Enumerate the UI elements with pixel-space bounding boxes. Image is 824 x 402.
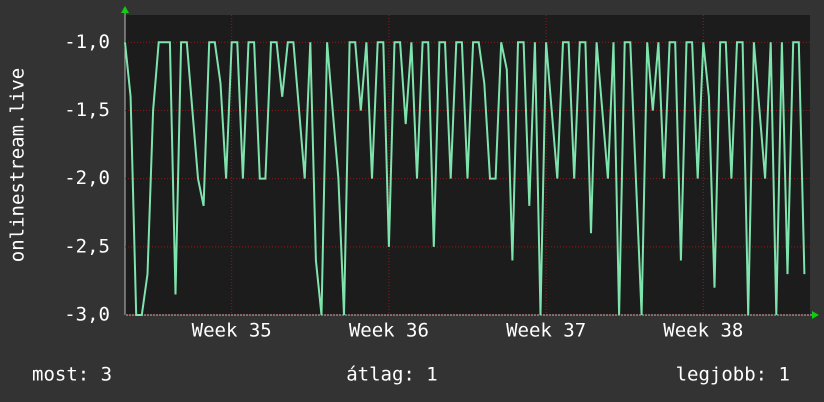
axis-arrow: [121, 6, 129, 13]
y-axis-label: onlinestream.live: [7, 68, 29, 262]
stat: átlag: 1: [346, 364, 438, 386]
stat: legjobb: 1: [676, 364, 790, 386]
y-tick-label: -2,0: [64, 167, 110, 189]
data-line: [124, 41, 806, 316]
axis-arrow: [812, 311, 819, 319]
x-tick-label: Week 36: [349, 320, 429, 342]
y-tick-label: -2,5: [64, 235, 110, 257]
x-tick-label: Week 37: [506, 320, 586, 342]
stat: most: 3: [32, 364, 112, 386]
y-tick-label: -1,0: [64, 31, 110, 53]
x-tick-label: Week 35: [192, 320, 272, 342]
y-tick-label: -3,0: [64, 304, 110, 326]
x-tick-label: Week 38: [663, 320, 743, 342]
y-tick-label: -1,5: [64, 99, 110, 121]
